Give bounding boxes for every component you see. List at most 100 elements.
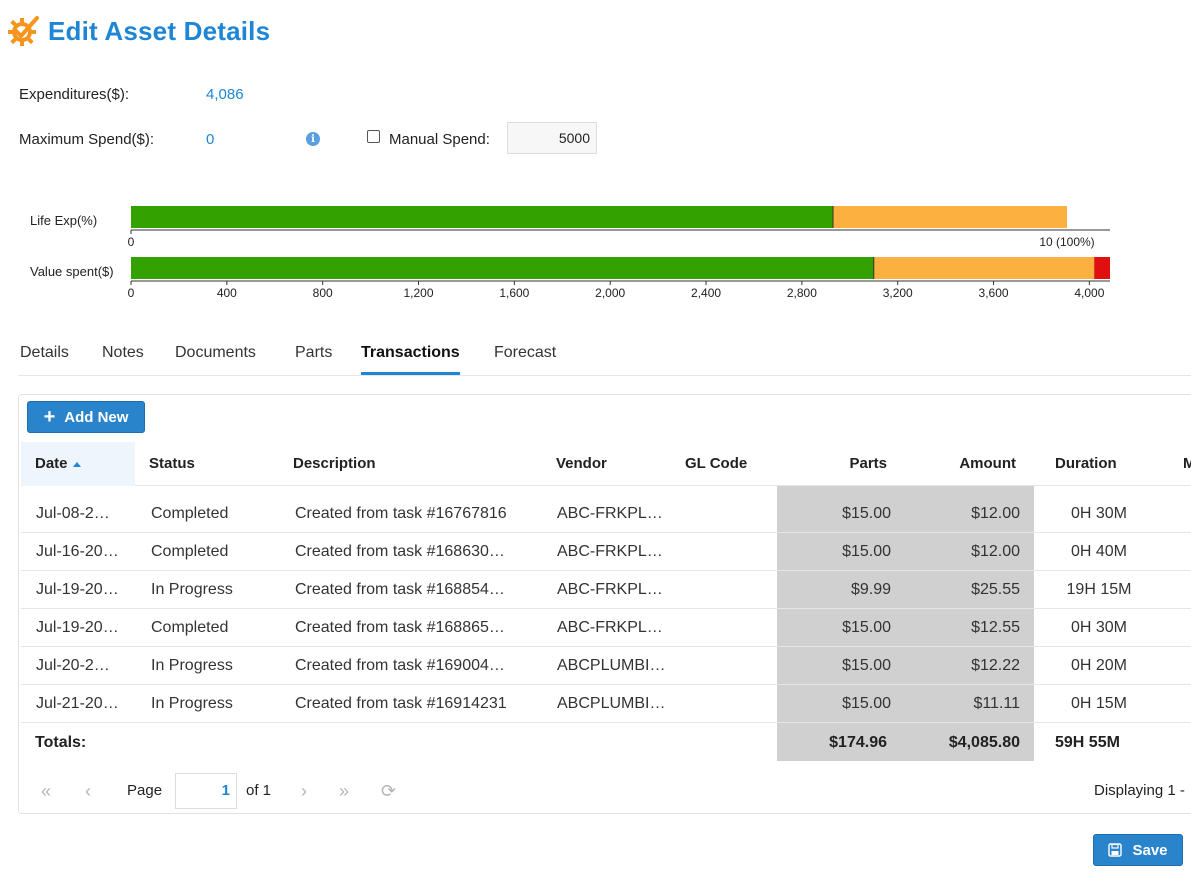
col-amount[interactable]: Amount <box>959 455 1016 472</box>
value-spent-tick-label: 2,000 <box>595 286 625 300</box>
prev-page-icon[interactable]: ‹ <box>85 781 91 801</box>
table-row[interactable]: Jul-19-20… In Progress Created from task… <box>21 571 1191 609</box>
cell-duration: 19H 15M <box>1066 581 1132 598</box>
cell-amount: $12.22 <box>971 657 1020 674</box>
cell-duration: 0H 15M <box>1070 695 1128 712</box>
last-page-icon[interactable]: » <box>339 781 350 801</box>
cell-status: In Progress <box>151 657 233 674</box>
table-row[interactable]: Jul-20-2… In Progress Created from task … <box>21 647 1191 685</box>
cell-parts: $15.00 <box>842 543 891 560</box>
page-title: Edit Asset Details <box>48 15 271 46</box>
col-date[interactable]: Date <box>21 442 135 486</box>
col-date-label: Date <box>35 455 68 472</box>
next-page-icon[interactable]: › <box>301 781 307 801</box>
col-status[interactable]: Status <box>149 455 195 472</box>
col-description[interactable]: Description <box>293 455 376 472</box>
value-spent-tick-label: 2,800 <box>787 286 817 300</box>
tab-transactions[interactable]: Transactions <box>361 344 460 375</box>
cell-duration: 0H 20M <box>1070 657 1128 674</box>
cell-vendor: ABCPLUMBI… <box>557 657 666 674</box>
cell-description: Created from task #168630… <box>295 543 505 560</box>
value-spent-label: Value spent($) <box>30 264 114 279</box>
cell-duration: 0H 30M <box>1070 505 1128 522</box>
tab-parts[interactable]: Parts <box>295 344 333 361</box>
cell-date: Jul-20-2… <box>36 657 110 674</box>
page-number-input[interactable]: 1 <box>175 773 237 809</box>
col-gl-code[interactable]: GL Code <box>685 455 748 472</box>
cell-amount: $25.55 <box>971 581 1020 598</box>
spend-gauges: Life Exp(%) 0 10 (100%) Value spent($) 0 4… <box>30 206 1110 300</box>
grid-header: Date Status Description Vendor GL Code P… <box>21 442 1191 486</box>
cell-gl-code <box>685 685 775 723</box>
cell-amount: $12.00 <box>971 543 1020 560</box>
first-page-icon[interactable]: « <box>41 781 52 801</box>
page-label: Page <box>127 782 163 799</box>
cell-gl-code <box>685 571 775 609</box>
totals-parts: $174.96 <box>829 734 887 751</box>
manual-spend-label: Manual Spend: <box>389 131 490 148</box>
plus-icon: + <box>43 406 56 428</box>
cell-status: In Progress <box>151 695 233 712</box>
tab-documents[interactable]: Documents <box>175 344 256 361</box>
cell-gl-code <box>685 533 775 571</box>
cell-date: Jul-19-20… <box>36 619 119 636</box>
cell-parts: $9.99 <box>850 581 891 598</box>
expenditures-value: 4,086 <box>206 86 244 103</box>
cell-gl-code <box>685 609 775 647</box>
life-exp-tick-label: 0 <box>128 235 135 249</box>
value-spent-tick-label: 3,200 <box>883 286 913 300</box>
save-button[interactable]: Save <box>1093 834 1183 866</box>
cell-status: Completed <box>151 619 229 636</box>
col-parts[interactable]: Parts <box>849 455 887 472</box>
save-label: Save <box>1132 841 1168 859</box>
manual-spend-checkbox[interactable] <box>367 130 380 143</box>
cell-duration: 0H 30M <box>1070 619 1128 636</box>
tab-forecast[interactable]: Forecast <box>494 344 557 361</box>
cell-status: In Progress <box>151 581 233 598</box>
manual-spend-input[interactable]: 5000 <box>507 122 597 154</box>
col-cut-off[interactable]: M <box>1183 455 1191 472</box>
col-vendor[interactable]: Vendor <box>556 455 607 472</box>
refresh-icon[interactable]: ⟳ <box>381 781 397 801</box>
totals-duration: 59H 55M <box>1055 734 1120 751</box>
page-header: Edit Asset Details <box>6 14 270 48</box>
cell-description: Created from task #16767816 <box>295 505 507 522</box>
life-exp-tick-label: 10 (100%) <box>1039 235 1094 249</box>
table-row[interactable]: Jul-16-20… Completed Created from task #… <box>21 533 1191 571</box>
floppy-disk-icon <box>1108 843 1123 857</box>
sort-asc-icon <box>72 461 81 467</box>
table-row[interactable]: Jul-08-2… Completed Created from task #1… <box>21 495 1191 533</box>
value-spent-good-segment <box>131 257 874 279</box>
cell-vendor: ABC-FRKPL… <box>557 505 663 522</box>
tab-bar: Details Notes Documents Parts Transactio… <box>18 336 1191 376</box>
value-spent-tick-label: 1,200 <box>404 286 434 300</box>
cell-amount: $12.55 <box>971 619 1020 636</box>
value-spent-tick-label: 0 <box>128 286 135 300</box>
value-spent-tick-label: 400 <box>217 286 237 300</box>
table-row[interactable]: Jul-19-20… Completed Created from task #… <box>21 609 1191 647</box>
cell-status: Completed <box>151 543 229 560</box>
cell-vendor: ABCPLUMBI… <box>557 695 666 712</box>
tab-notes[interactable]: Notes <box>102 344 144 361</box>
col-duration[interactable]: Duration <box>1055 455 1117 472</box>
value-spent-tick-label: 4,000 <box>1074 286 1104 300</box>
cell-amount: $11.11 <box>973 695 1020 712</box>
max-spend-value: 0 <box>206 131 215 148</box>
cell-gl-code <box>685 647 775 685</box>
transactions-panel: + Add New Date Status Description Vendor… <box>18 394 1191 814</box>
info-icon[interactable]: i <box>306 132 320 146</box>
cell-amount: $12.00 <box>971 505 1020 522</box>
value-spent-over-segment <box>1094 257 1110 279</box>
totals-label: Totals: <box>35 734 87 751</box>
cell-vendor: ABC-FRKPL… <box>557 543 663 560</box>
cell-description: Created from task #16914231 <box>295 695 507 712</box>
life-exp-good-segment <box>131 206 833 228</box>
value-spent-tick-label: 3,600 <box>979 286 1009 300</box>
pager: « ‹ Page 1 of 1 › » ⟳ Displaying 1 - <box>21 771 1191 811</box>
add-new-button[interactable]: + Add New <box>27 401 145 433</box>
table-row[interactable]: Jul-21-20… In Progress Created from task… <box>21 685 1191 723</box>
cell-date: Jul-21-20… <box>36 695 119 712</box>
tab-details[interactable]: Details <box>20 344 69 361</box>
amount-column-shade <box>777 485 1034 761</box>
cell-date: Jul-16-20… <box>36 543 119 560</box>
